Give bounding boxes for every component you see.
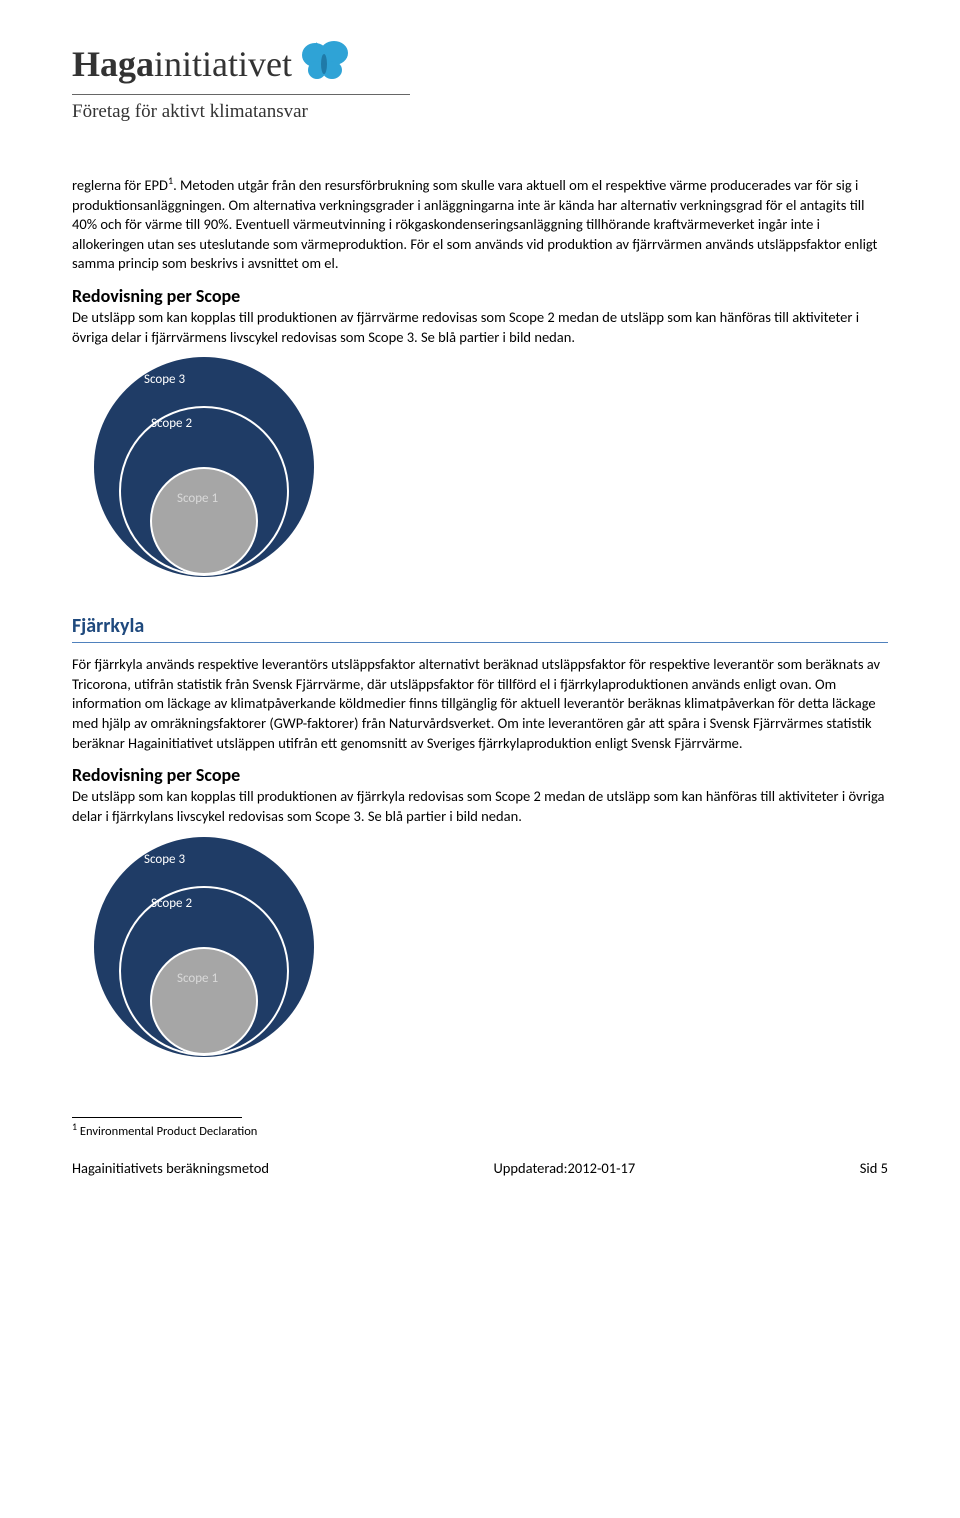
butterfly-icon <box>298 40 350 90</box>
footer-left: Hagainitiativets beräkningsmetod <box>72 1159 269 1179</box>
scope1-circle <box>150 467 258 575</box>
page-footer: Hagainitiativets beräkningsmetod Uppdate… <box>72 1159 888 1179</box>
scope1-label: Scope 1 <box>177 970 218 988</box>
brand-tagline: Företag för aktivt klimatansvar <box>72 94 410 125</box>
intro-paragraph: reglerna för EPD1. Metoden utgår från de… <box>72 174 888 274</box>
scope1-circle <box>150 947 258 1055</box>
scope-diagram-1: Scope 3 Scope 2 Scope 1 <box>94 357 888 577</box>
scope1-label: Scope 1 <box>177 490 218 508</box>
scope2-label: Scope 2 <box>151 895 192 913</box>
footnote: 1 Environmental Product Declaration <box>72 1120 888 1141</box>
footer-right: Sid 5 <box>860 1159 888 1179</box>
header-logo: Hagainitiativet Företag för aktivt klima… <box>72 40 888 124</box>
redovisning-text-1: De utsläpp som kan kopplas till produkti… <box>72 308 888 347</box>
scope-diagram-2: Scope 3 Scope 2 Scope 1 <box>94 837 888 1057</box>
scope3-label: Scope 3 <box>144 851 185 869</box>
scope2-label: Scope 2 <box>151 415 192 433</box>
brand-name: Hagainitiativet <box>72 40 292 89</box>
redovisning-text-2: De utsläpp som kan kopplas till produkti… <box>72 787 888 826</box>
fjarrkyla-text: För fjärrkyla används respektive leveran… <box>72 655 888 753</box>
fjarrkyla-heading: Fjärrkyla <box>72 613 888 643</box>
footnote-rule <box>72 1117 242 1118</box>
redovisning-heading-1: Redovisning per Scope <box>72 284 888 308</box>
redovisning-heading-2: Redovisning per Scope <box>72 763 888 787</box>
scope3-label: Scope 3 <box>144 371 185 389</box>
footer-center: Uppdaterad:2012-01-17 <box>493 1159 635 1179</box>
